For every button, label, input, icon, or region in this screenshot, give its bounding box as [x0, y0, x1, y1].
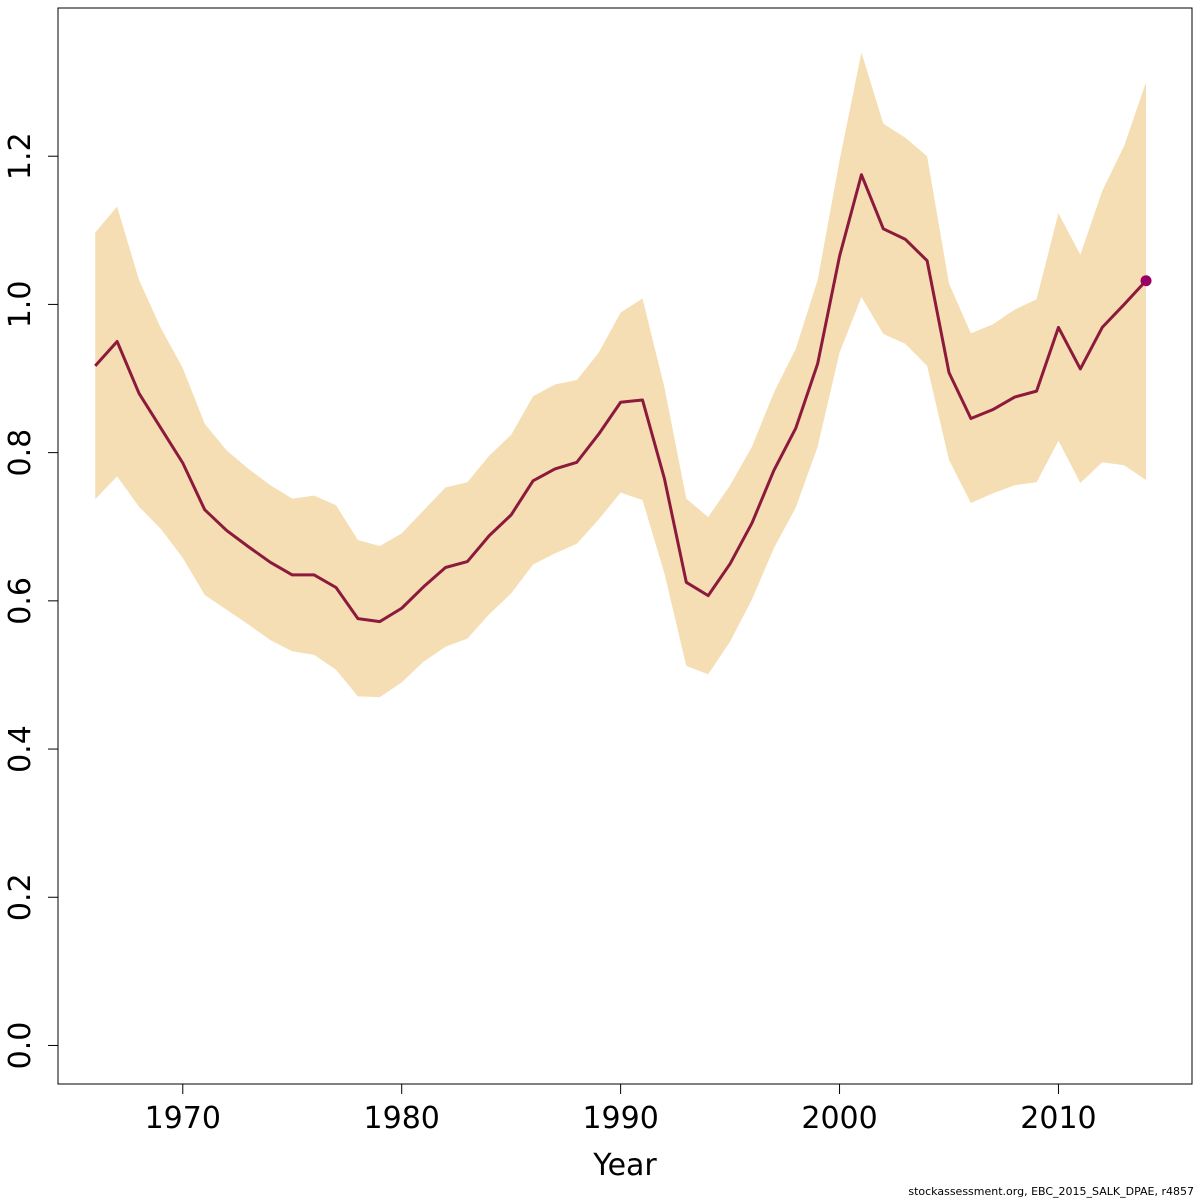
y-tick-label: 0.4 [3, 725, 38, 773]
y-tick-label: 0.8 [3, 429, 38, 477]
x-tick-label: 1990 [582, 1101, 658, 1136]
x-axis-ticks: 1970 1980 1990 2000 2010 [145, 1084, 1097, 1136]
x-tick-label: 2000 [801, 1101, 877, 1136]
y-tick-label: 1.2 [3, 132, 38, 180]
confidence-band-layer [95, 52, 1147, 698]
x-tick-label: 1980 [364, 1101, 440, 1136]
series-line [94, 173, 1148, 624]
series-line-layer [94, 173, 1152, 624]
credit-text: stockassessment.org, EBC_2015_SALK_DPAE,… [908, 1185, 1194, 1198]
axes-layer [57, 7, 1193, 1085]
x-tick-label: 1970 [145, 1101, 221, 1136]
confidence-band [95, 52, 1147, 698]
x-axis-title: Year [592, 1148, 657, 1183]
y-tick-label: 0.2 [3, 873, 38, 921]
plot-frame [57, 7, 1193, 1085]
y-tick-label: 0.6 [3, 577, 38, 625]
y-axis-ticks: 0.0 0.2 0.4 0.6 0.8 1.0 1.2 [3, 132, 58, 1069]
y-tick-label: 1.0 [3, 281, 38, 329]
y-tick-label: 0.0 [3, 1022, 38, 1070]
last-year-point [1140, 275, 1152, 287]
x-tick-label: 2010 [1020, 1101, 1096, 1136]
